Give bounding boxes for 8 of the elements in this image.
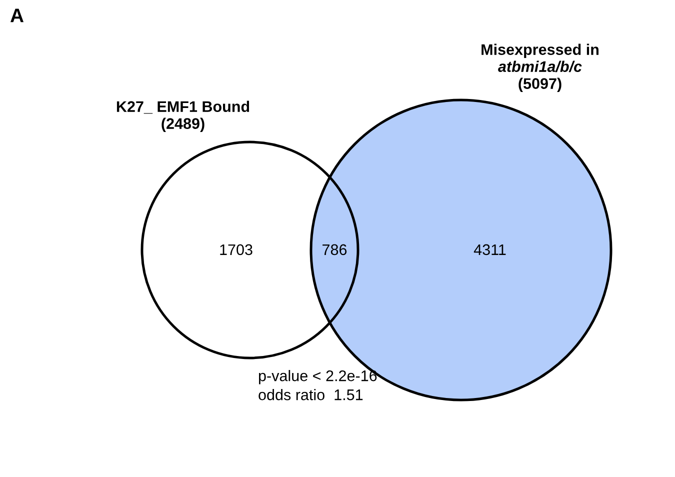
text: K27_ EMF1 Bound (2489) <box>116 100 250 132</box>
data-label: 4311 <box>474 244 506 256</box>
text: Misexpressed in atbmi1a/b/c (5097) <box>482 44 598 92</box>
text: p-value < 2.2e-16 <box>258 370 377 384</box>
text: odds ratio 1.51 <box>258 389 363 400</box>
data-label: 1703 <box>220 244 252 256</box>
text: A <box>10 8 24 22</box>
data-label: 786 <box>322 244 347 256</box>
